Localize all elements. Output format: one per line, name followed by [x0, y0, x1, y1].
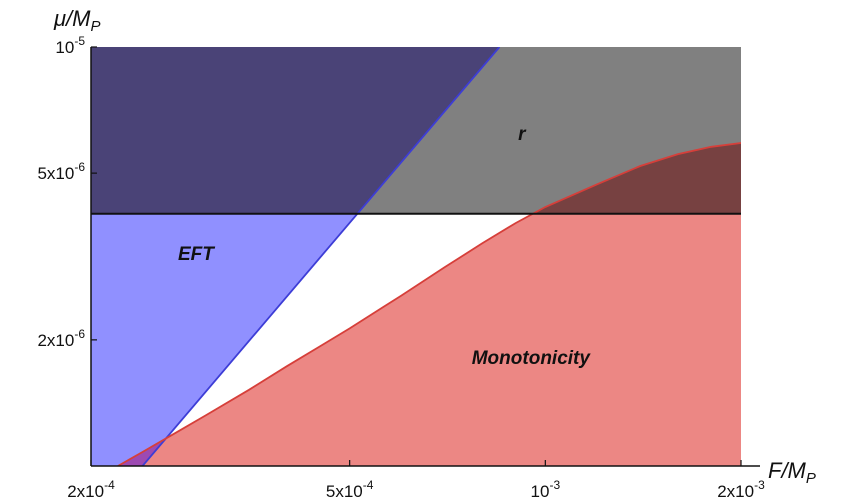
- region-monotonicity: [117, 143, 741, 466]
- y-tick-label: 5x10-6: [37, 160, 85, 183]
- x-tick-label: 2x10-4: [67, 478, 115, 501]
- monotonicity-boundary-curve: [117, 142, 741, 466]
- region-label-eft: EFT: [178, 244, 215, 265]
- chart-boundaries: [91, 47, 741, 466]
- chart-labels: r EFT Monotonicity: [178, 124, 591, 369]
- x-tick-label: 5x10-4: [326, 478, 374, 501]
- region-label-monotonicity: Monotonicity: [472, 348, 592, 369]
- chart-axes: 2x10-4 5x10-4 10-3 2x10-3 10-5 5x10-6 2x10-6 μ/…: [37, 6, 815, 501]
- y-tick-label: 2x10-6: [37, 327, 85, 350]
- region-label-r: r: [518, 124, 527, 145]
- eft-boundary-line: [141, 47, 501, 466]
- region-overlap-r-eft: [91, 47, 500, 214]
- x-axis-label: F/MP: [768, 458, 816, 487]
- chart-regions: [91, 47, 741, 466]
- x-tick-label: 10-3: [531, 478, 561, 501]
- y-axis-label: μ/MP: [53, 6, 101, 35]
- x-tick-label: 2x10-3: [717, 478, 765, 501]
- region-overlap-r-monotonicity: [532, 143, 741, 214]
- y-tick-label: 10-5: [55, 34, 85, 57]
